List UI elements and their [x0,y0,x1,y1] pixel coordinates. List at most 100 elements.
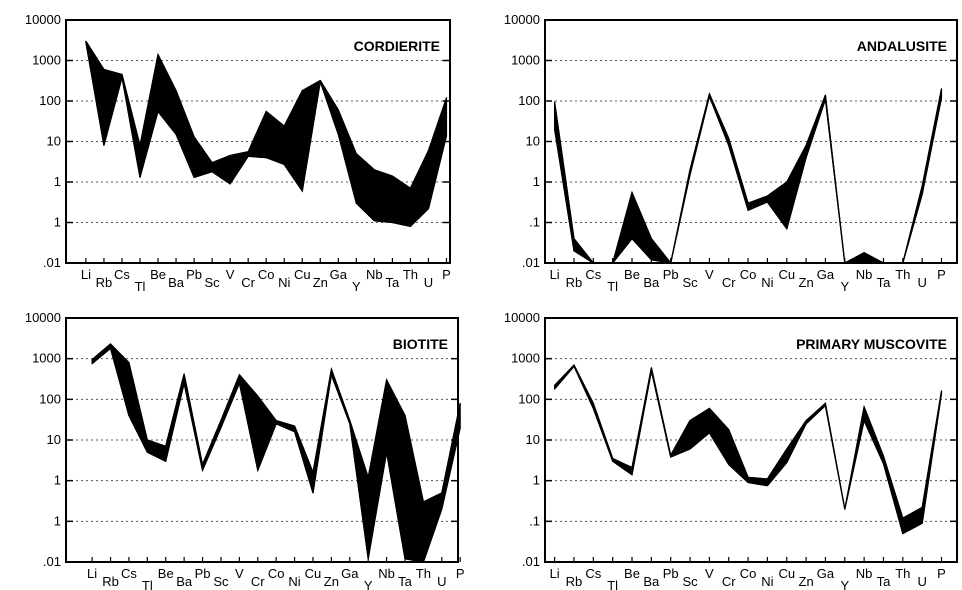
x-tick-label: Y [840,578,849,590]
x-tick-label: Pb [195,566,211,581]
y-tick-label: 10000 [25,310,61,325]
x-tick-label: Tl [135,279,146,294]
y-tick-label: 100 [39,93,61,108]
series-upper-line [91,343,461,503]
x-tick-label: Co [258,267,275,282]
data-band [91,343,461,563]
x-tick-label: Zn [799,574,814,589]
x-tick-label: Th [416,566,431,581]
y-tick-label: .01 [522,554,540,569]
x-tick-label: Th [403,267,418,282]
y-tick-label: 10 [47,134,61,149]
x-tick-label: P [442,267,451,282]
x-tick-label: Rb [96,275,113,290]
series-lower-line [554,94,943,264]
x-tick-label: Y [364,578,373,590]
x-tick-label: Cu [305,566,322,581]
x-tick-label: Ba [168,275,185,290]
x-tick-label: Cs [585,566,601,581]
x-tick-label: Pb [663,566,679,581]
x-tick-label: U [437,574,446,589]
x-tick-label: Li [81,267,91,282]
y-tick-label: 10 [47,432,61,447]
series-lower-line [85,42,448,228]
series-upper-line [554,363,943,519]
y-tick-label: 100 [518,93,540,108]
x-tick-label: Tl [607,578,618,590]
x-tick-label: Ni [288,574,300,589]
x-tick-label: V [705,566,714,581]
y-tick-label: 10 [526,432,540,447]
x-tick-label: Co [268,566,285,581]
x-tick-label: Ta [877,574,892,589]
x-tick-label: U [424,275,433,290]
y-tick-label: 100 [518,391,540,406]
x-tick-label: Ni [761,275,773,290]
y-tick-label: 1 [54,473,61,488]
y-tick-label: .01 [522,255,540,270]
x-tick-label: Ni [278,275,290,290]
x-tick-label: Ta [398,574,413,589]
x-tick-label: Rb [566,275,583,290]
x-tick-label: Y [840,279,849,294]
x-tick-label: Cs [114,267,130,282]
x-tick-label: Ga [817,566,835,581]
x-tick-label: Be [158,566,174,581]
x-tick-label: Ga [817,267,835,282]
x-tick-label: Th [895,267,910,282]
y-tick-label: 10000 [504,310,540,325]
x-tick-label: Ba [643,275,660,290]
x-tick-label: Rb [566,574,583,589]
y-tick-label: 100 [39,391,61,406]
chart-title: PRIMARY MUSCOVITE [796,336,947,352]
x-tick-label: Y [352,279,361,294]
x-tick-label: Li [87,566,97,581]
x-tick-label: P [456,566,465,581]
y-tick-label: 1000 [32,351,61,366]
y-tick-label: 1 [54,174,61,189]
x-tick-label: Ga [341,566,359,581]
x-tick-label: V [705,267,714,282]
series-upper-line [85,40,448,190]
x-tick-label: Zn [324,574,339,589]
x-tick-label: Co [740,566,757,581]
y-tick-label: 1 [54,513,61,528]
x-tick-label: Sc [682,574,698,589]
y-tick-label: 1000 [32,53,61,68]
x-tick-label: P [937,267,946,282]
x-tick-label: Ni [761,574,773,589]
x-tick-label: Ba [643,574,660,589]
x-tick-label: Sc [213,574,229,589]
x-tick-label: Pb [663,267,679,282]
x-tick-label: Sc [682,275,698,290]
chart-title: BIOTITE [393,336,448,352]
y-tick-label: .01 [43,554,61,569]
x-tick-label: Nb [378,566,395,581]
x-tick-label: Ba [176,574,193,589]
x-tick-label: Pb [186,267,202,282]
x-tick-label: Cu [778,566,795,581]
y-tick-label: 10 [526,134,540,149]
y-tick-label: .01 [43,255,61,270]
y-tick-label: 1000 [511,351,540,366]
data-band [553,364,943,535]
series-lower-line [91,347,461,563]
x-tick-label: Cu [294,267,311,282]
x-tick-label: Nb [856,267,873,282]
data-band [85,40,448,227]
x-tick-label: Co [740,267,757,282]
x-tick-label: U [917,574,926,589]
data-band [553,88,943,264]
x-tick-label: Be [624,566,640,581]
x-tick-label: Cr [722,574,736,589]
x-tick-label: Rb [102,574,119,589]
x-tick-label: Sc [205,275,221,290]
x-tick-label: Ta [386,275,401,290]
x-tick-label: Tl [142,578,153,590]
y-tick-label: .1 [529,215,540,230]
